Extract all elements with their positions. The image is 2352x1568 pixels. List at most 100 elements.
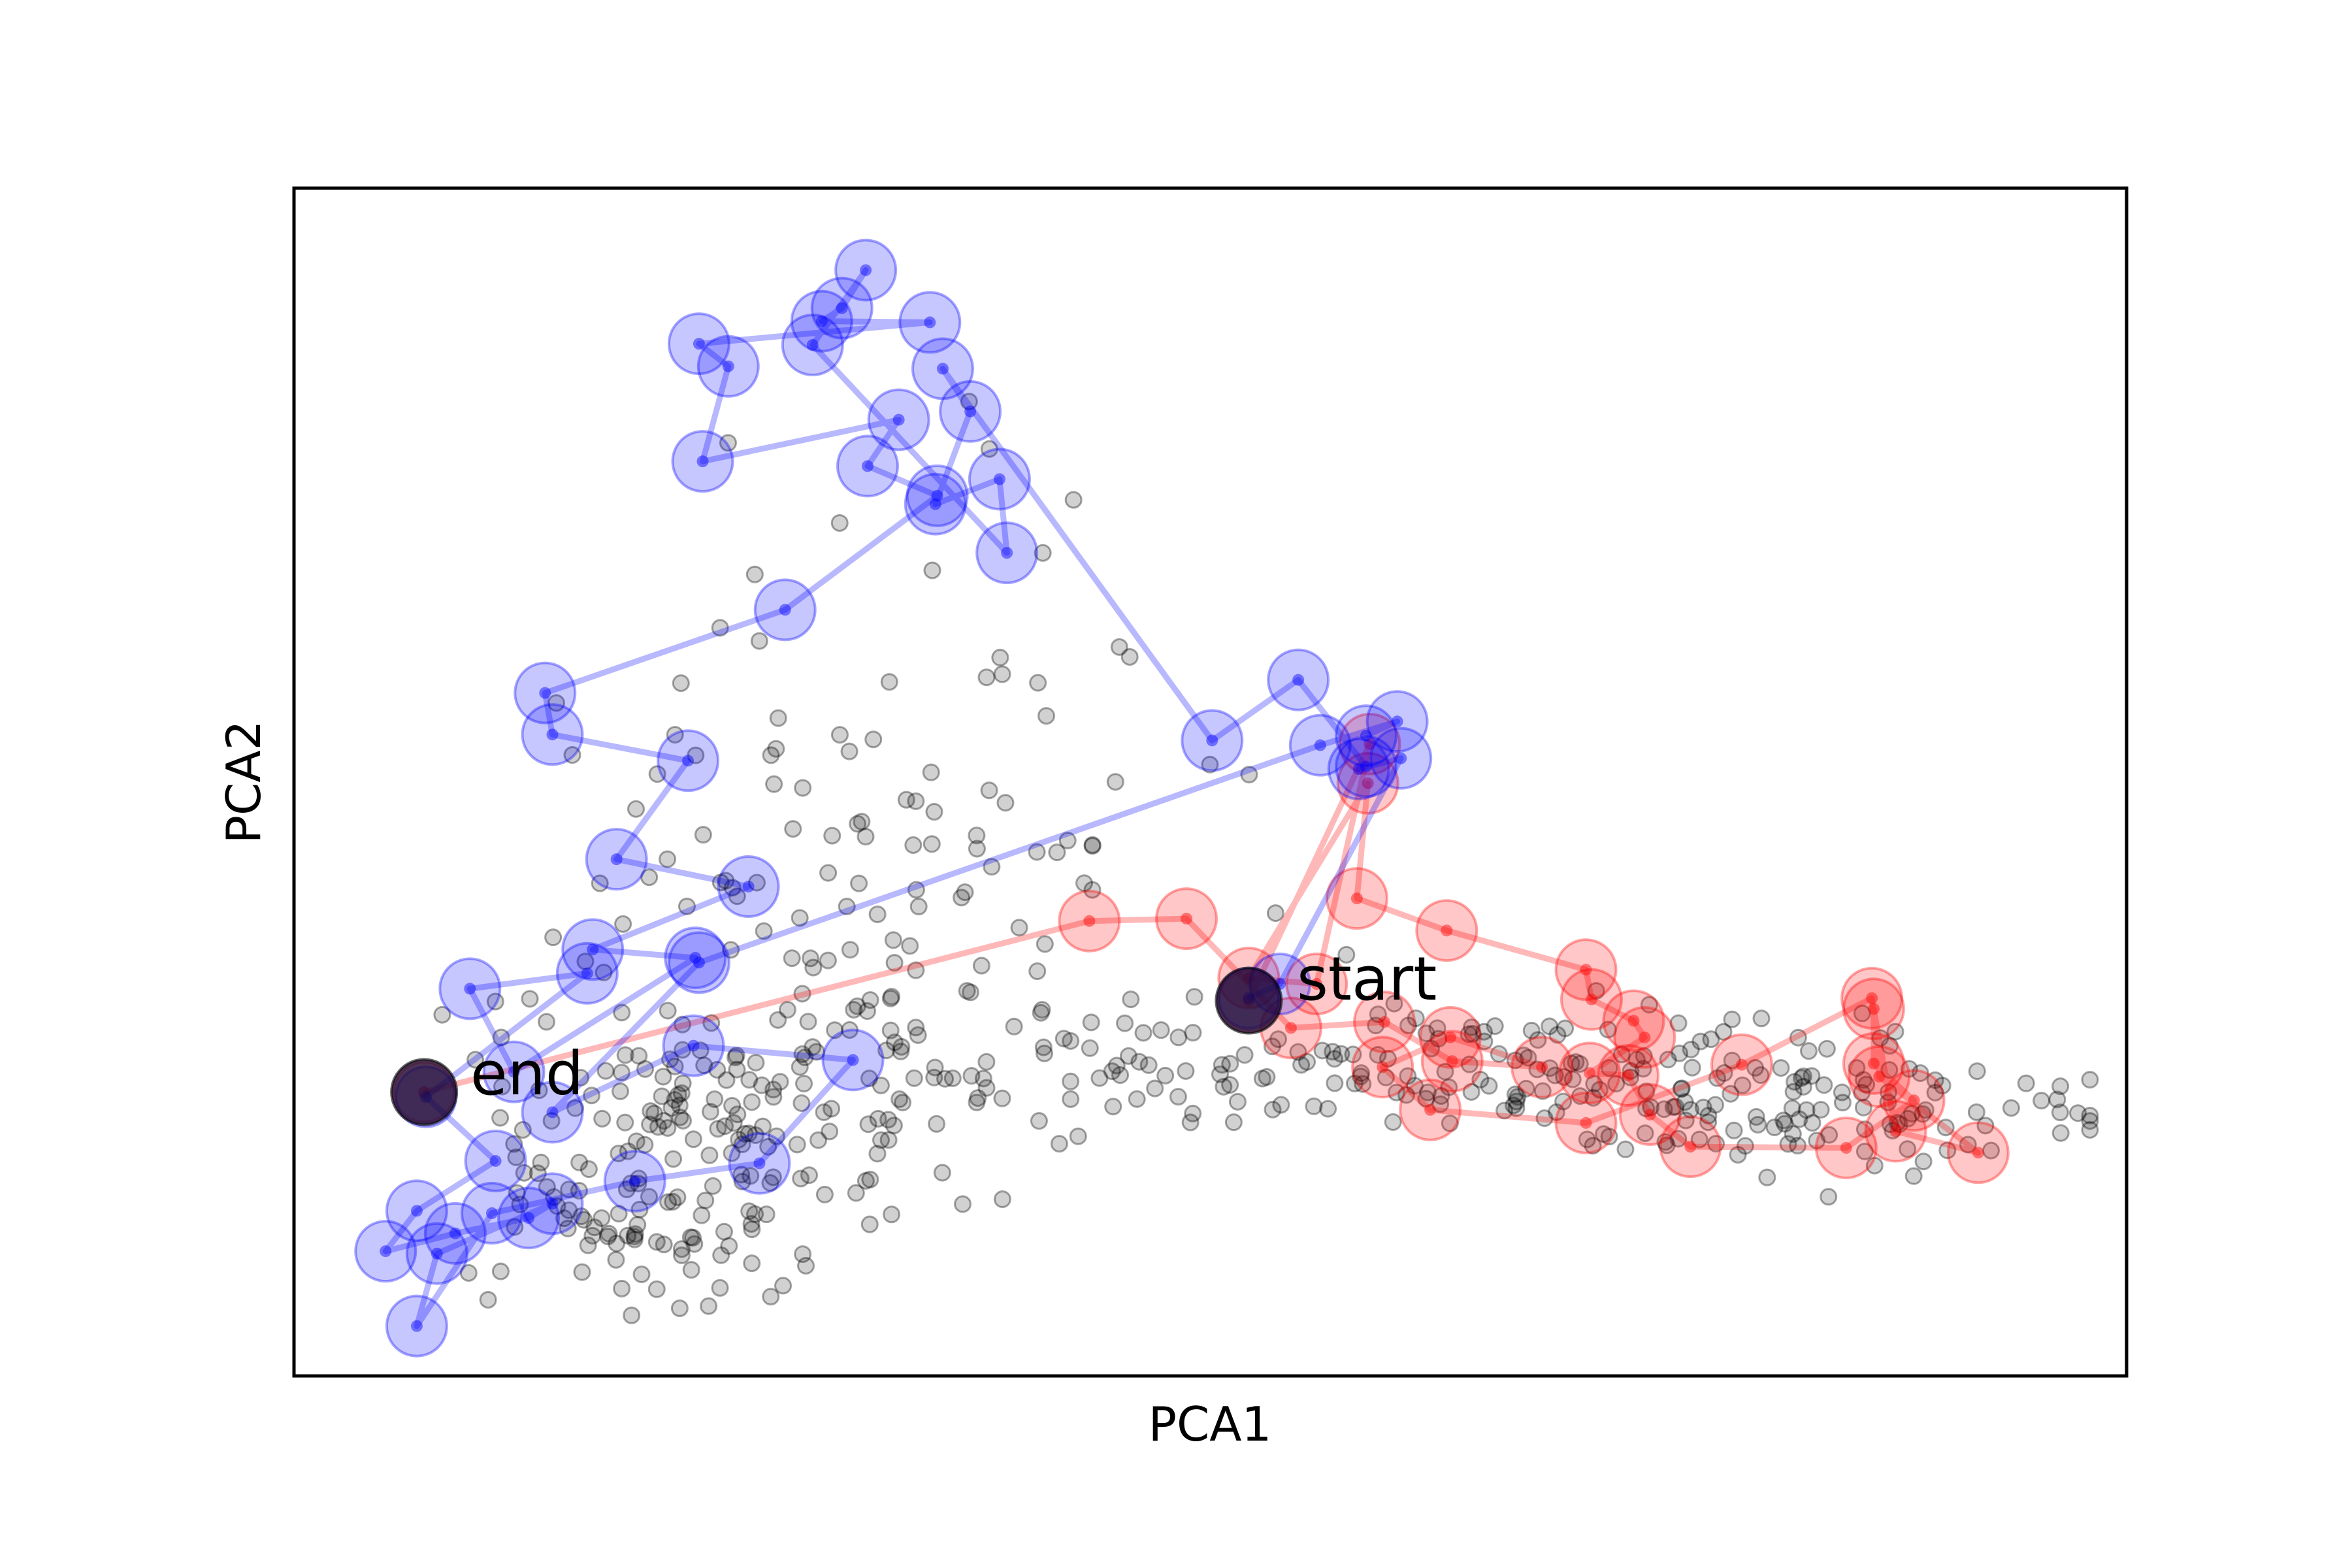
background-point [771,1073,789,1091]
trajectory-point [728,1132,791,1195]
background-point [1833,1094,1852,1112]
background-point [897,791,915,809]
background-point [1799,1042,1818,1060]
background-point [823,826,841,845]
background-point [1546,1066,1564,1085]
background-point [1405,1077,1424,1095]
background-point [1367,1017,1385,1035]
background-point [1723,1051,1741,1070]
background-point [694,826,712,844]
background-point [872,1076,890,1094]
background-point [1048,843,1066,862]
background-point [559,1219,577,1237]
background-point [1682,1040,1700,1058]
trajectory-point-center [687,1039,700,1052]
background-point [933,1164,951,1182]
trajectory-point [1554,1091,1618,1154]
background-point [608,1234,626,1252]
background-point [728,1060,746,1079]
background-point [645,1104,663,1122]
background-point [544,928,563,947]
background-point [923,561,941,580]
trajectory-point [1338,712,1401,776]
background-point [1519,1049,1537,1067]
background-point [491,1109,510,1127]
trajectory-point-center [1867,1057,1880,1070]
background-point [830,514,849,532]
background-point [1747,1108,1765,1126]
trajectory-point [1267,648,1330,711]
background-point [636,1135,654,1154]
background-point [1888,1113,1906,1132]
background-point [1379,1049,1397,1068]
background-point [859,1115,877,1134]
background-point [1005,1017,1023,1036]
background-point [570,1153,589,1171]
trajectory-point [460,1181,523,1245]
trajectory-point-center [1873,1070,1886,1083]
trajectory-point-center [696,455,709,468]
background-point [1432,1087,1450,1105]
background-point [1305,1097,1323,1115]
background-point [879,1111,898,1129]
background-point [1240,766,1258,784]
background-point [1790,1110,1808,1128]
background-point [727,1047,745,1065]
trajectory-point [1334,735,1397,798]
trajectory-point [1511,1036,1574,1099]
background-point [778,1001,796,1019]
background-point [1584,1088,1603,1107]
background-point [1789,1028,1807,1047]
background-point [723,879,742,897]
trajectory-point-center [1292,674,1305,686]
background-point [548,1197,566,1215]
background-point [1884,1122,1902,1140]
background-point [1783,1099,1801,1117]
trajectory-point-center [1364,738,1376,750]
background-point [627,1132,645,1151]
trajectory-point [521,703,584,766]
background-point [1914,1105,1932,1123]
background-point [883,1205,901,1224]
background-point [1776,1115,1794,1133]
background-point [868,1145,887,1163]
background-point [1119,1047,1137,1065]
background-point [1407,1009,1425,1028]
background-point [774,1277,792,1295]
background-point [706,1090,724,1108]
background-point [715,1222,733,1241]
background-point [1555,1068,1573,1086]
trajectory-point-center [936,363,949,375]
background-point [1324,1043,1342,1061]
background-point [1169,1028,1188,1047]
background-point [1460,1055,1478,1073]
background-point [1104,1098,1122,1116]
trajectory-point-center [693,338,705,350]
background-point [1033,1001,1051,1019]
background-point [765,775,783,793]
trajectory-point [753,578,817,642]
trajectory-point [514,661,577,725]
background-point [732,1166,751,1184]
background-point [943,1069,962,1087]
background-point [788,1135,806,1154]
background-point [1463,1018,1481,1036]
background-point [1722,1085,1740,1103]
trajectory-point [1420,1030,1484,1093]
background-point [2051,1103,2069,1122]
background-point [894,1094,912,1112]
background-point [572,1207,591,1226]
background-point [1746,1058,1765,1077]
trajectory-point-center [806,338,819,351]
trajectory-point [1814,1116,1878,1179]
background-point [1083,837,1102,855]
background-point [693,1206,711,1224]
background-point [1622,1068,1640,1086]
background-point [1578,1130,1596,1149]
background-point [607,1250,625,1269]
background-point [700,1297,718,1315]
background-point [614,915,632,933]
background-point [821,1122,839,1141]
trajectory-point [1613,1005,1676,1069]
